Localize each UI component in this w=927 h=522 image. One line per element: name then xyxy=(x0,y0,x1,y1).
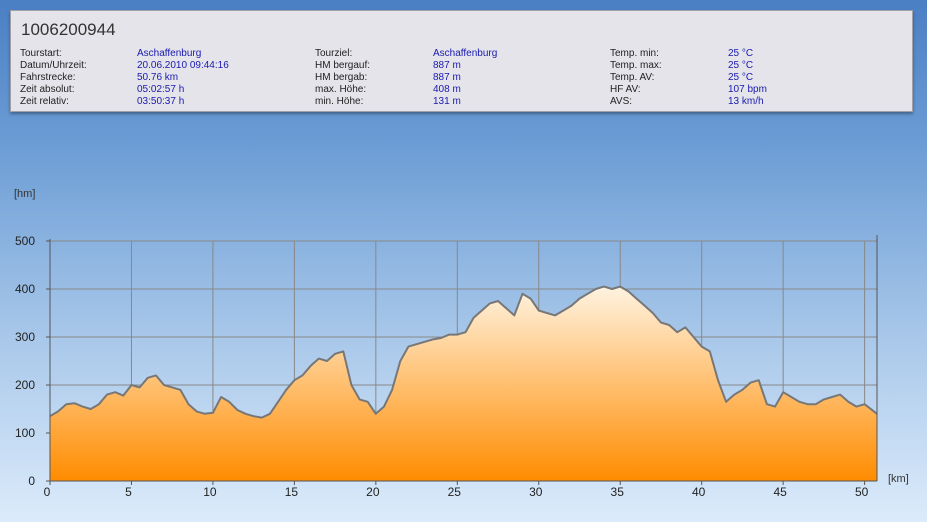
info-label: min. Höhe: xyxy=(315,96,364,107)
info-column-stats: Temp. min: 25 °C Temp. max: 25 °C Temp. AV… xyxy=(610,48,767,108)
info-label: Temp. AV: xyxy=(610,72,655,83)
info-value: 25 °C xyxy=(728,48,754,59)
x-tick-label: 0 xyxy=(44,485,51,499)
info-value: 03:50:37 h xyxy=(137,96,185,107)
info-label: Tourziel: xyxy=(315,48,353,59)
elevation-area-layer xyxy=(49,285,878,481)
info-value: Aschaffenburg xyxy=(433,48,498,59)
y-tick-label: 200 xyxy=(15,378,35,392)
x-tick-label: 10 xyxy=(203,485,217,499)
info-value: 50.76 km xyxy=(137,72,179,83)
info-label: Fahrstrecke: xyxy=(20,72,76,83)
info-row-distance: Fahrstrecke: 50.76 km xyxy=(20,72,178,84)
info-label: Temp. min: xyxy=(610,48,659,59)
x-tick-label: 20 xyxy=(366,485,380,499)
y-tick-label: 300 xyxy=(15,330,35,344)
info-value: 20.06.2010 09:44:16 xyxy=(137,60,229,71)
info-row-hm-up: HM bergauf: 887 m xyxy=(315,60,461,72)
info-label: Datum/Uhrzeit: xyxy=(20,60,87,71)
x-tick-label: 30 xyxy=(529,485,543,499)
y-tick-label: 100 xyxy=(15,426,35,440)
y-tick-label: 0 xyxy=(28,474,35,488)
x-tick-label: 40 xyxy=(692,485,706,499)
elevation-line xyxy=(49,285,878,419)
info-row-tourstart: Tourstart: Aschaffenburg xyxy=(20,48,201,60)
y-tick-label: 400 xyxy=(15,282,35,296)
info-label: HM bergauf: xyxy=(315,60,371,71)
info-row-tourziel: Tourziel: Aschaffenburg xyxy=(315,48,497,60)
info-column-start: Tourstart: Aschaffenburg Datum/Uhrzeit: 20… xyxy=(20,48,229,108)
tour-title: 1006200944 xyxy=(21,20,116,39)
info-value: 25 °C xyxy=(728,60,754,71)
x-tick-label: 5 xyxy=(125,485,132,499)
info-value: 13 km/h xyxy=(728,96,764,107)
axes xyxy=(46,235,878,485)
info-label: max. Höhe: xyxy=(315,84,367,95)
x-tick-label: 25 xyxy=(448,485,462,499)
info-value: 887 m xyxy=(433,72,461,83)
info-row-temp-min: Temp. min: 25 °C xyxy=(610,48,753,60)
info-row-temp-av: Temp. AV: 25 °C xyxy=(610,72,753,84)
info-row-min-height: min. Höhe: 131 m xyxy=(315,96,461,108)
info-row-temp-max: Temp. max: 25 °C xyxy=(610,60,753,72)
info-label: Zeit absolut: xyxy=(20,84,75,95)
info-row-hm-down: HM bergab: 887 m xyxy=(315,72,461,84)
info-label: Tourstart: xyxy=(20,48,62,59)
info-value: Aschaffenburg xyxy=(137,48,202,59)
x-tick-label: 45 xyxy=(773,485,787,499)
y-axis-unit-label: [hm] xyxy=(14,188,35,200)
info-value: 887 m xyxy=(433,60,461,71)
axis-labels: [hm] [km] 0 5 10 15 20 25 30 35 40 45 500100200300… xyxy=(14,188,909,499)
info-label: AVS: xyxy=(610,96,633,107)
info-label: HF AV: xyxy=(610,84,641,95)
info-label: HM bergab: xyxy=(315,72,368,83)
info-row-time-relative: Zeit relativ: 03:50:37 h xyxy=(20,96,184,108)
x-tick-label: 35 xyxy=(611,485,625,499)
info-row-max-height: max. Höhe: 408 m xyxy=(315,84,461,96)
x-tick-label: 15 xyxy=(285,485,299,499)
elevation-area xyxy=(50,286,877,481)
info-row-avs: AVS: 13 km/h xyxy=(610,96,764,108)
info-label: Zeit relativ: xyxy=(20,96,69,107)
info-value: 05:02:57 h xyxy=(137,84,185,95)
info-value: 25 °C xyxy=(728,72,754,83)
info-value: 107 bpm xyxy=(728,84,767,95)
x-tick-label: 50 xyxy=(855,485,869,499)
info-value: 408 m xyxy=(433,84,461,95)
info-column-elevation: Tourziel: Aschaffenburg HM bergauf: 887 m … xyxy=(315,48,497,108)
info-row-hf-av: HF AV: 107 bpm xyxy=(610,84,767,96)
info-row-datetime: Datum/Uhrzeit: 20.06.2010 09:44:16 xyxy=(20,60,229,72)
info-value: 131 m xyxy=(433,96,461,107)
tour-info-panel: 1006200944 Tourstart: Aschaffenburg Datum… xyxy=(10,10,913,112)
info-label: Temp. max: xyxy=(610,60,662,71)
info-row-time-absolute: Zeit absolut: 05:02:57 h xyxy=(20,84,184,96)
x-axis-unit-label: [km] xyxy=(888,473,909,485)
y-tick-label: 500 xyxy=(15,234,35,248)
